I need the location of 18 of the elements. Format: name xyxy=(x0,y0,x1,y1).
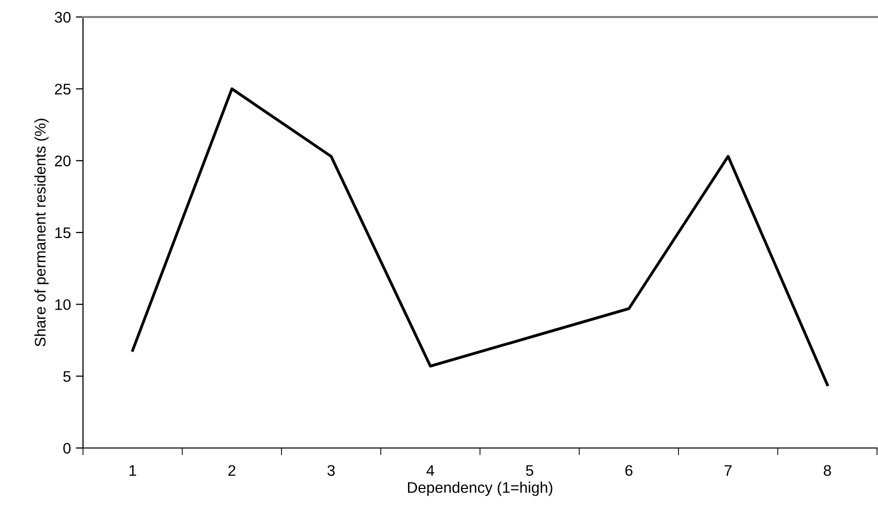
y-tick-label: 5 xyxy=(63,371,71,382)
y-tick-label: 0 xyxy=(63,442,71,454)
x-tick-label: 4 xyxy=(426,465,434,476)
x-tick-label: 7 xyxy=(724,465,732,476)
x-axis-title: Dependency (1=high) xyxy=(408,482,552,496)
x-tick-label: 3 xyxy=(327,465,335,476)
x-tick-label: 6 xyxy=(625,465,632,476)
y-tick-label: 30 xyxy=(54,12,71,23)
line-series xyxy=(131,87,829,386)
y-tick-label: 20 xyxy=(54,156,71,166)
y-axis-title: Share of permanent residents (%) xyxy=(34,118,49,346)
x-tick-label: 5 xyxy=(526,465,534,476)
y-tick-label: 10 xyxy=(55,299,71,310)
y-tick-label: 15 xyxy=(55,228,71,238)
x-tick-label: 1 xyxy=(130,465,136,476)
y-tick-label: 25 xyxy=(54,84,71,95)
x-tick-label: 8 xyxy=(824,465,831,476)
x-tick-label: 2 xyxy=(228,465,236,476)
